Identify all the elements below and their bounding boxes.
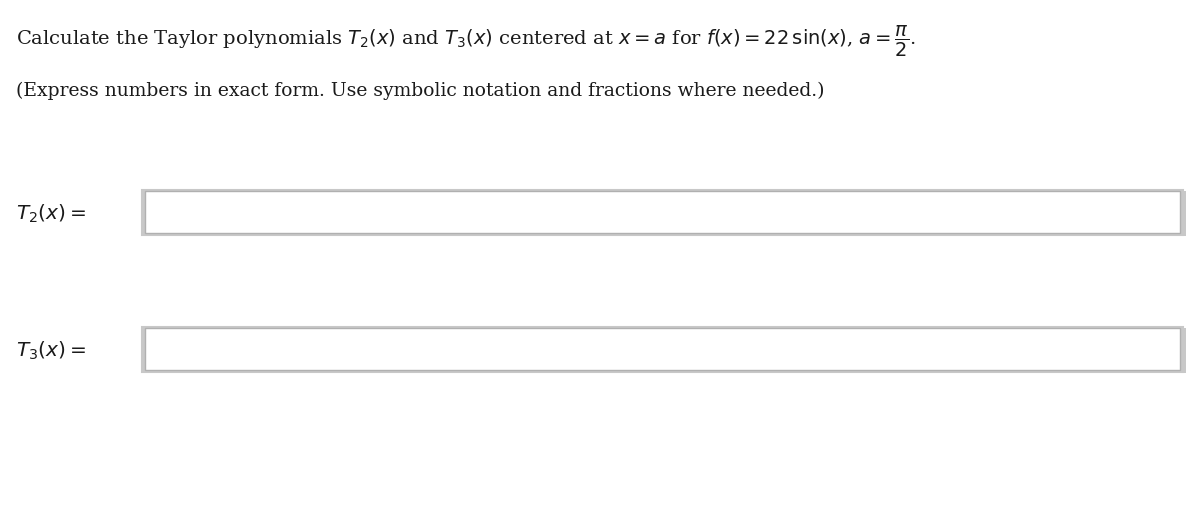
Text: Calculate the Taylor polynomials $T_2(x)$ and $T_3(x)$ centered at $x = a$ for $: Calculate the Taylor polynomials $T_2(x)… <box>16 24 916 59</box>
FancyBboxPatch shape <box>144 191 1186 236</box>
Text: (Express numbers in exact form. Use symbolic notation and fractions where needed: (Express numbers in exact form. Use symb… <box>16 82 824 100</box>
FancyBboxPatch shape <box>142 190 1183 235</box>
Text: $T_2(x) =$: $T_2(x) =$ <box>16 202 85 225</box>
FancyBboxPatch shape <box>145 191 1180 233</box>
FancyBboxPatch shape <box>142 327 1183 372</box>
FancyBboxPatch shape <box>145 328 1180 370</box>
FancyBboxPatch shape <box>144 328 1186 373</box>
Text: $T_3(x) =$: $T_3(x) =$ <box>16 339 85 362</box>
